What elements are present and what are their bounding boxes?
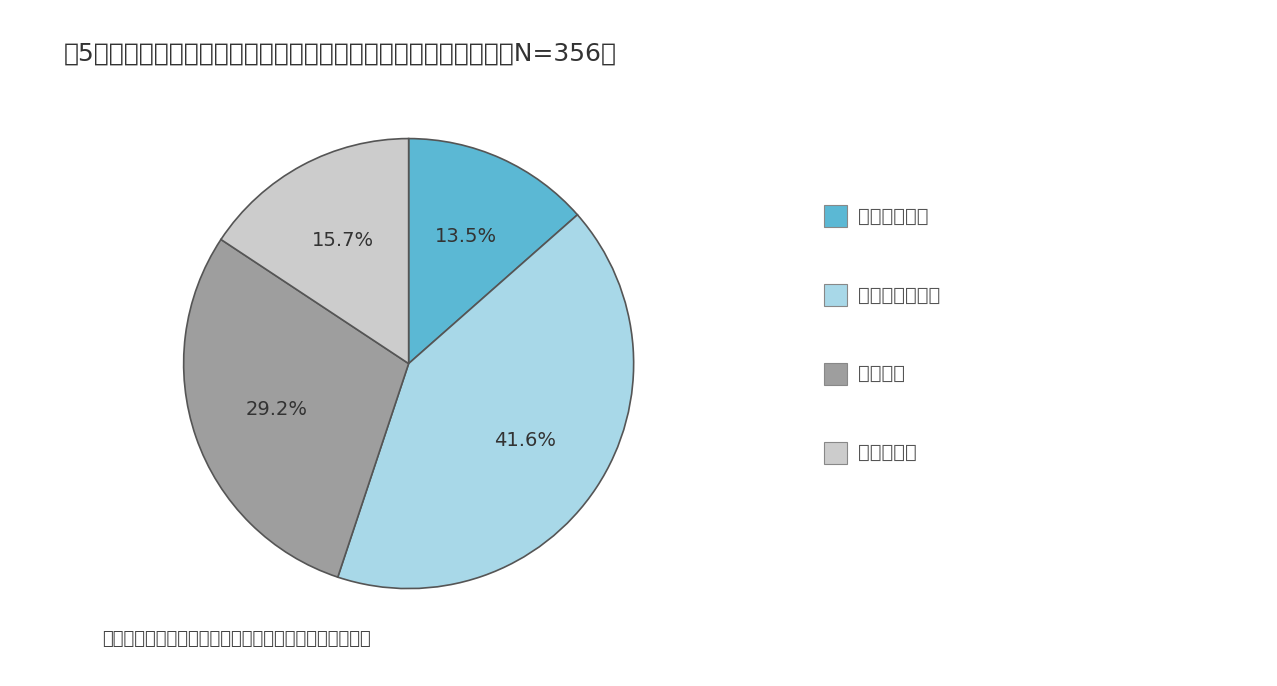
Wedge shape [409, 139, 577, 364]
Text: 41.6%: 41.6% [494, 431, 555, 450]
Wedge shape [221, 139, 409, 364]
Wedge shape [337, 215, 633, 589]
Text: 出所：パナソニック株式会社「炙飯習慣調査」より引用: 出所：パナソニック株式会社「炙飯習慣調査」より引用 [102, 630, 370, 648]
Text: 13.5%: 13.5% [435, 227, 497, 246]
Text: 図5　冷凍保存したごはんは美味しくなくなると感じますか　　（N=356）: 図5 冷凍保存したごはんは美味しくなくなると感じますか （N=356） [64, 41, 617, 65]
Text: 感じない: 感じない [858, 364, 905, 383]
Text: 29.2%: 29.2% [245, 400, 308, 418]
Wedge shape [184, 239, 409, 577]
Text: ときどき感じる: ときどき感じる [858, 285, 940, 305]
Text: わからない: わからない [858, 443, 917, 462]
Text: 15.7%: 15.7% [312, 231, 374, 250]
Text: いつも感じる: いつも感じる [858, 206, 928, 226]
